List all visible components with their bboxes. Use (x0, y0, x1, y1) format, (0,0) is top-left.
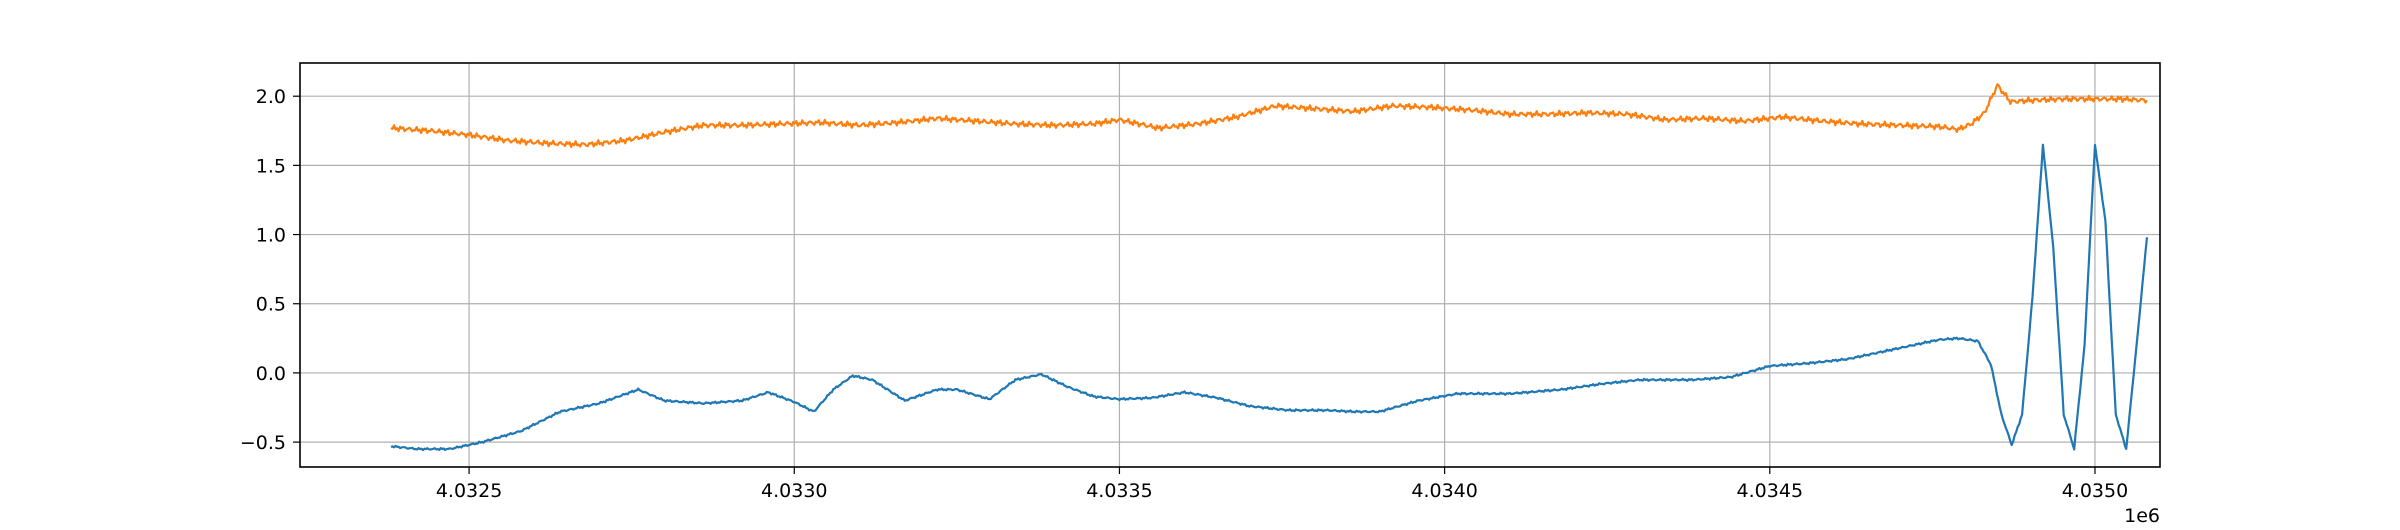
y-tick-label: 1.5 (256, 155, 286, 177)
y-tick-label: −0.5 (240, 432, 286, 454)
x-tick-label: 4.0340 (1411, 480, 1477, 502)
grid-lines (300, 63, 2160, 467)
series-line-1 (390, 143, 2149, 452)
y-tick-label: 0.5 (256, 294, 286, 316)
y-tick-label: 1.0 (256, 225, 286, 247)
x-tick-label: 4.0345 (1737, 480, 1803, 502)
x-axis-offset-label: 1e6 (2124, 505, 2160, 525)
x-tick-label: 4.0325 (436, 480, 502, 502)
x-tick-label: 4.0350 (2062, 480, 2128, 502)
y-tick-label: 2.0 (256, 86, 286, 108)
x-tick-label: 4.0335 (1086, 480, 1152, 502)
series-lines (390, 83, 2149, 452)
series-line-2 (390, 83, 2148, 148)
y-tick-label: 0.0 (256, 363, 286, 385)
axis-ticks: 4.0325 4.0330 4.0335 4.0340 4.0345 4.0350 −0.5… (240, 86, 2128, 502)
x-tick-label: 4.0330 (761, 480, 827, 502)
plot-frame (299, 62, 2161, 468)
